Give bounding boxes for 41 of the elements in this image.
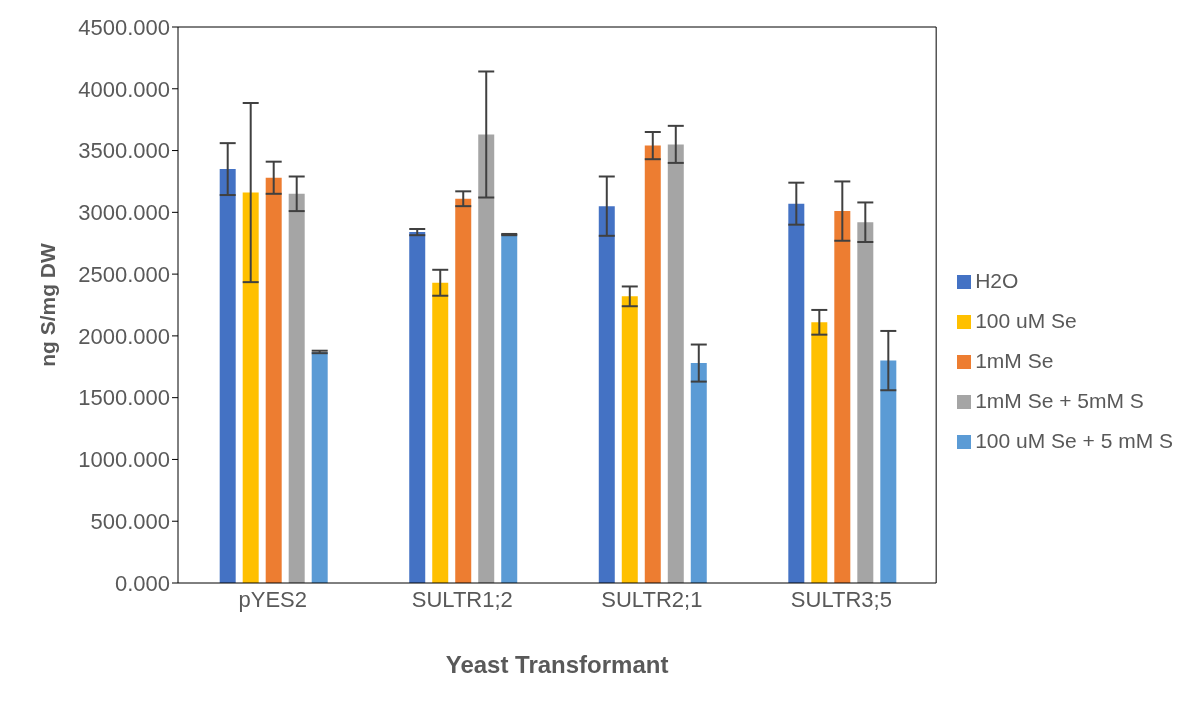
y-tick-label: 2000.000 bbox=[78, 323, 170, 349]
bar bbox=[288, 193, 305, 583]
bar bbox=[242, 192, 259, 583]
y-tick-label: 3000.000 bbox=[78, 200, 170, 226]
bar bbox=[880, 360, 897, 583]
x-tick-label: SULTR1;2 bbox=[411, 586, 513, 612]
bar bbox=[501, 234, 518, 583]
legend-label: 1mM Se + 5mM S bbox=[975, 388, 1144, 412]
bar bbox=[311, 351, 328, 583]
y-axis-title: ng S/mg DW bbox=[36, 243, 60, 367]
bar bbox=[621, 296, 638, 583]
y-tick-label: 4500.000 bbox=[78, 14, 170, 40]
bar bbox=[857, 222, 874, 583]
legend-label: 100 uM Se + 5 mM S bbox=[975, 428, 1173, 452]
y-tick-label: 4000.000 bbox=[78, 76, 170, 102]
bar bbox=[409, 232, 426, 583]
bar bbox=[644, 145, 661, 583]
legend-label: 1mM Se bbox=[975, 348, 1054, 372]
bar bbox=[690, 363, 707, 583]
y-tick-label: 500.000 bbox=[90, 509, 170, 535]
y-tick-label: 3500.000 bbox=[78, 138, 170, 164]
bar bbox=[219, 169, 236, 583]
legend-label: H2O bbox=[975, 268, 1019, 292]
y-tick-label: 2500.000 bbox=[78, 261, 170, 287]
bar bbox=[811, 322, 828, 583]
bar bbox=[265, 177, 282, 583]
bar bbox=[598, 206, 615, 583]
x-tick-label: SULTR2;1 bbox=[601, 586, 703, 612]
x-tick-label: pYES2 bbox=[238, 586, 308, 612]
y-tick-label: 0.000 bbox=[114, 570, 170, 596]
bar bbox=[788, 203, 805, 583]
bar bbox=[667, 144, 684, 583]
y-tick-label: 1500.000 bbox=[78, 385, 170, 411]
bar bbox=[478, 134, 495, 583]
legend-label: 100 uM Se bbox=[975, 308, 1077, 332]
bar bbox=[455, 198, 472, 583]
x-tick-label: SULTR3;5 bbox=[790, 586, 892, 612]
bar bbox=[834, 211, 851, 583]
y-tick-label: 1000.000 bbox=[78, 447, 170, 473]
bar bbox=[432, 282, 449, 583]
x-axis-title: Yeast Transformant bbox=[445, 651, 669, 678]
